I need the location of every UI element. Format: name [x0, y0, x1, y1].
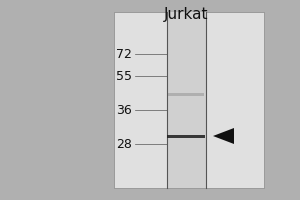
Text: 36: 36 [116, 104, 132, 116]
Bar [168, 93, 204, 96]
Bar [167, 12, 206, 188]
Text: 28: 28 [116, 138, 132, 150]
Polygon shape [213, 128, 234, 144]
Bar [114, 12, 264, 188]
Text: Jurkat: Jurkat [164, 6, 208, 21]
Text: 72: 72 [116, 47, 132, 60]
Bar [167, 135, 205, 138]
Text: 55: 55 [116, 70, 132, 82]
